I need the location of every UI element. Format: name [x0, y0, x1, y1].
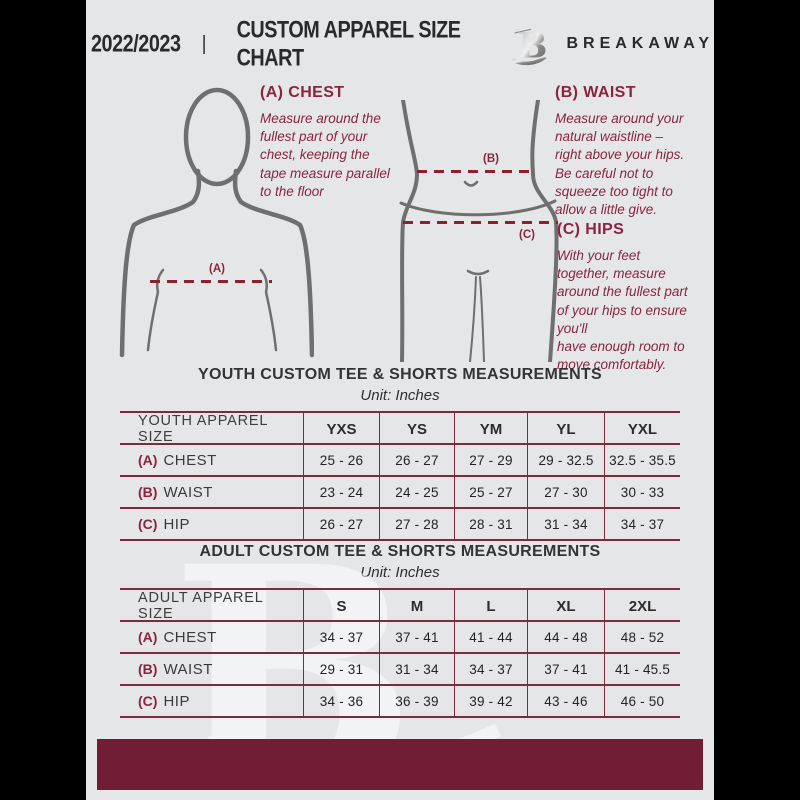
- row-prefix: (B): [138, 661, 158, 677]
- size-col-header: 2XL: [604, 590, 680, 622]
- chest-measure-line: [150, 280, 272, 283]
- range-cell: 46 - 50: [604, 686, 680, 716]
- row-label: CHEST: [163, 451, 217, 469]
- youth-size-table: YOUTH APPAREL SIZE YXS YS YM YL YXL (A) …: [120, 411, 680, 541]
- size-col-header: XL: [527, 590, 604, 622]
- youth-hip-row: (C) HIP 26 - 27 27 - 28 28 - 31 31 - 34 …: [120, 509, 680, 541]
- row-label-cell: (B) WAIST: [120, 477, 303, 507]
- youth-size-col-header: YOUTH APPAREL SIZE: [138, 413, 268, 445]
- youth-header-row: YOUTH APPAREL SIZE YXS YS YM YL YXL: [120, 413, 680, 445]
- range-cell: 34 - 37: [303, 622, 379, 652]
- adult-size-col-header: ADULT APPAREL SIZE: [138, 590, 264, 622]
- chest-instruction-body: Measure around the fullest part of your …: [260, 111, 390, 199]
- range-cell: 29 - 31: [303, 654, 379, 684]
- upper-body-figure: [119, 87, 314, 358]
- youth-chest-row: (A) CHEST 25 - 26 26 - 27 27 - 29 29 - 3…: [120, 445, 680, 477]
- row-label: HIP: [163, 515, 190, 533]
- header: 2022/2023 | CUSTOM APPAREL SIZE CHART B …: [86, 16, 714, 71]
- row-label: WAIST: [163, 660, 213, 678]
- row-label-cell: (B) WAIST: [120, 654, 303, 684]
- row-prefix: (A): [138, 452, 158, 468]
- range-cell: 32.5 - 35.5: [604, 445, 680, 475]
- range-cell: 25 - 26: [303, 445, 379, 475]
- waist-instruction-heading: (B) WAIST: [555, 84, 636, 101]
- range-cell: 23 - 24: [303, 477, 379, 507]
- range-cell: 41 - 44: [454, 622, 527, 652]
- row-label: CHEST: [163, 628, 217, 646]
- waist-diagram-label: (B): [483, 153, 499, 165]
- season-label: 2022/2023: [90, 29, 181, 57]
- range-cell: 37 - 41: [527, 654, 604, 684]
- range-cell: 48 - 52: [604, 622, 680, 652]
- adult-size-table: ADULT APPAREL SIZE S M L XL 2XL (A) CHES…: [120, 588, 680, 718]
- size-col-header: YXL: [604, 413, 680, 445]
- range-cell: 31 - 34: [379, 654, 454, 684]
- row-label: HIP: [163, 692, 190, 710]
- hips-measure-line: [403, 221, 558, 224]
- range-cell: 26 - 27: [303, 509, 379, 539]
- range-cell: 37 - 41: [379, 622, 454, 652]
- size-col-header: L: [454, 590, 527, 622]
- row-prefix: (B): [138, 484, 158, 500]
- page-title: CUSTOM APPAREL SIZE CHART: [236, 15, 461, 71]
- poster-page: B 2022/2023 | CUSTOM APPAREL SIZE CHART …: [86, 0, 714, 800]
- footer-bar: [97, 739, 703, 790]
- youth-table-unit: Unit: Inches: [360, 387, 440, 404]
- range-cell: 36 - 39: [379, 686, 454, 716]
- size-col-header: S: [303, 590, 379, 622]
- adult-table-unit: Unit: Inches: [360, 564, 440, 581]
- size-col-header: YL: [527, 413, 604, 445]
- waist-measure-line: [417, 170, 535, 173]
- hips-instruction-heading: (C) HIPS: [557, 221, 625, 238]
- range-cell: 24 - 25: [379, 477, 454, 507]
- size-col-header: YM: [454, 413, 527, 445]
- header-divider: |: [201, 32, 207, 55]
- range-cell: 29 - 32.5: [527, 445, 604, 475]
- range-cell: 43 - 46: [527, 686, 604, 716]
- row-label-cell: (C) HIP: [120, 686, 303, 716]
- range-cell: 41 - 45.5: [604, 654, 680, 684]
- range-cell: 30 - 33: [604, 477, 680, 507]
- range-cell: 27 - 30: [527, 477, 604, 507]
- size-col-header: YXS: [303, 413, 379, 445]
- range-cell: 25 - 27: [454, 477, 527, 507]
- hips-instruction-body: With your feet together, measure around …: [557, 248, 688, 373]
- adult-chest-row: (A) CHEST 34 - 37 37 - 41 41 - 44 44 - 4…: [120, 622, 680, 654]
- range-cell: 34 - 37: [454, 654, 527, 684]
- row-prefix: (C): [138, 516, 158, 532]
- adult-hip-row: (C) HIP 34 - 36 36 - 39 39 - 42 43 - 46 …: [120, 686, 680, 718]
- hips-diagram-label: (C): [519, 229, 535, 241]
- brand-name: BREAKAWAY: [566, 35, 714, 52]
- range-cell: 34 - 37: [604, 509, 680, 539]
- breakaway-logo-icon: B: [511, 26, 548, 67]
- range-cell: 31 - 34: [527, 509, 604, 539]
- row-prefix: (C): [138, 693, 158, 709]
- range-cell: 27 - 28: [379, 509, 454, 539]
- range-cell: 34 - 36: [303, 686, 379, 716]
- youth-table-title: YOUTH CUSTOM TEE & SHORTS MEASUREMENTS: [197, 366, 603, 383]
- size-col-header: M: [379, 590, 454, 622]
- size-col-header: YS: [379, 413, 454, 445]
- chest-diagram-label: (A): [209, 263, 225, 275]
- adult-table-title: ADULT CUSTOM TEE & SHORTS MEASUREMENTS: [199, 543, 601, 560]
- range-cell: 39 - 42: [454, 686, 527, 716]
- youth-waist-row: (B) WAIST 23 - 24 24 - 25 25 - 27 27 - 3…: [120, 477, 680, 509]
- row-label: WAIST: [163, 483, 213, 501]
- row-label-cell: (A) CHEST: [120, 622, 303, 652]
- lower-body-figure: [399, 100, 559, 362]
- chest-instruction-heading: (A) CHEST: [260, 84, 345, 101]
- row-prefix: (A): [138, 629, 158, 645]
- adult-header-row: ADULT APPAREL SIZE S M L XL 2XL: [120, 590, 680, 622]
- range-cell: 44 - 48: [527, 622, 604, 652]
- row-label-cell: (C) HIP: [120, 509, 303, 539]
- range-cell: 26 - 27: [379, 445, 454, 475]
- row-label-cell: (A) CHEST: [120, 445, 303, 475]
- range-cell: 27 - 29: [454, 445, 527, 475]
- range-cell: 28 - 31: [454, 509, 527, 539]
- waist-instruction-body: Measure around your natural waistline – …: [555, 111, 685, 218]
- adult-waist-row: (B) WAIST 29 - 31 31 - 34 34 - 37 37 - 4…: [120, 654, 680, 686]
